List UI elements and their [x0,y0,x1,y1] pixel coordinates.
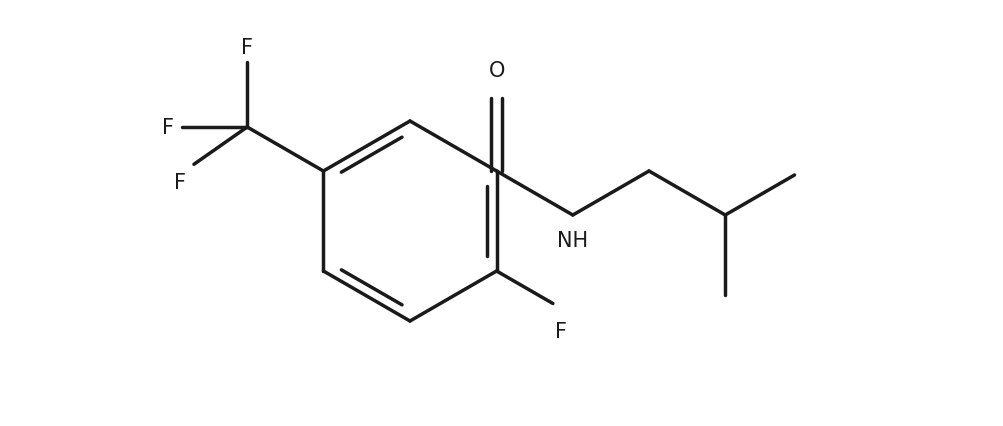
Text: F: F [555,322,567,342]
Text: F: F [174,173,186,193]
Text: NH: NH [557,230,588,250]
Text: O: O [487,61,505,81]
Text: F: F [241,38,253,58]
Text: F: F [162,118,174,138]
